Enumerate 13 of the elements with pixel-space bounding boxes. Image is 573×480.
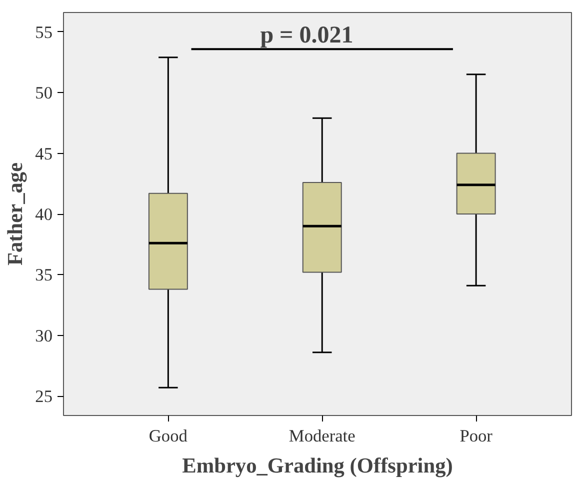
y-tick-label: 25: [35, 387, 52, 406]
x-tick-label: Good: [148, 426, 188, 446]
y-tick-label: 35: [35, 266, 52, 285]
y-tick-label: 50: [35, 84, 52, 103]
annotation: p = 0.021: [260, 22, 354, 49]
y-tick-label: 45: [35, 144, 52, 164]
y-tick-label: 55: [35, 22, 52, 42]
x-axis-title: Embryo_Grading (Offspring): [182, 454, 453, 478]
y-tick-label: 40: [35, 205, 52, 224]
x-tick-label: Poor: [460, 426, 493, 446]
y-tick-label: 30: [35, 326, 52, 346]
y-axis-title: Father_age: [3, 162, 28, 266]
x-tick-label: Moderate: [288, 426, 356, 446]
